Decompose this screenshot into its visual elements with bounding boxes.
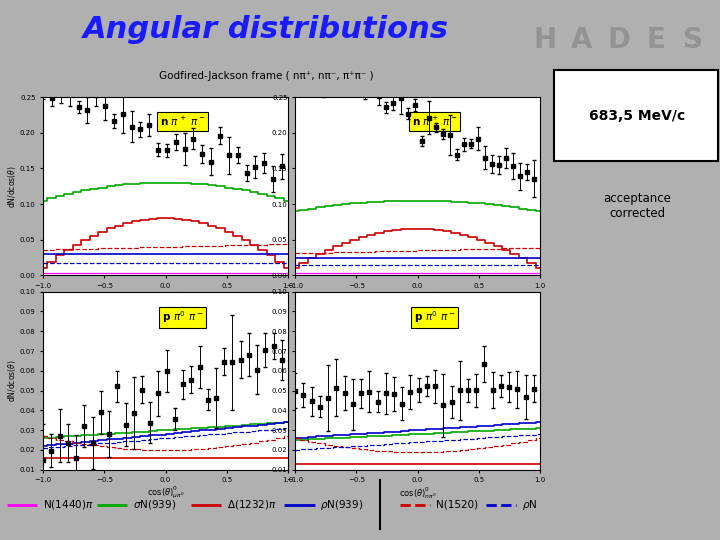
X-axis label: $\cos(\theta)_{t}^{\pi^+}$: $\cos(\theta)_{t}^{\pi^+}$ xyxy=(400,291,436,306)
Text: $\rho$N: $\rho$N xyxy=(522,498,537,512)
Text: Godfired-Jackson frame ( nπ⁺, nπ⁻, π⁺π⁻ ): Godfired-Jackson frame ( nπ⁺, nπ⁻, π⁺π⁻ … xyxy=(159,71,374,80)
Text: H: H xyxy=(534,26,557,55)
Text: $\rho$N(939): $\rho$N(939) xyxy=(320,498,364,512)
Text: p $\pi^0$ $\pi^-$: p $\pi^0$ $\pi^-$ xyxy=(162,309,204,325)
Text: n $\pi^+$ $\pi^-$: n $\pi^+$ $\pi^-$ xyxy=(160,115,206,128)
Text: A: A xyxy=(571,26,593,55)
Text: S: S xyxy=(683,26,703,55)
Y-axis label: dN/dcos($\theta$): dN/dcos($\theta$) xyxy=(6,359,19,402)
Text: N(1440)$\pi$: N(1440)$\pi$ xyxy=(43,498,94,511)
Text: $\sigma$N(939): $\sigma$N(939) xyxy=(133,498,176,511)
Text: Angular distributions: Angular distributions xyxy=(84,15,449,44)
Text: E: E xyxy=(647,26,665,55)
Text: D: D xyxy=(608,26,631,55)
Text: n $\pi^+$ $\pi^-$: n $\pi^+$ $\pi^-$ xyxy=(412,115,458,128)
X-axis label: $\cos(\theta)_{n\pi^0}^{0}$: $\cos(\theta)_{n\pi^0}^{0}$ xyxy=(399,485,436,501)
X-axis label: $\cos(\theta)_{\mu\pi^0}^{0}$: $\cos(\theta)_{\mu\pi^0}^{0}$ xyxy=(147,485,184,501)
Y-axis label: dN/dcos($\theta$): dN/dcos($\theta$) xyxy=(6,165,19,208)
Text: N(1520): N(1520) xyxy=(436,500,478,510)
Text: 683,5 MeV/c: 683,5 MeV/c xyxy=(589,109,685,123)
FancyBboxPatch shape xyxy=(554,70,719,161)
Text: $\Delta$(1232)$\pi$: $\Delta$(1232)$\pi$ xyxy=(227,498,276,511)
X-axis label: $\cos(\theta)_{n\pi^+}^{\pi^+}$: $\cos(\theta)_{n\pi^+}^{\pi^+}$ xyxy=(146,291,185,306)
Text: p $\pi^0$ $\pi^-$: p $\pi^0$ $\pi^-$ xyxy=(414,309,456,325)
Text: acceptance
corrected: acceptance corrected xyxy=(603,192,671,220)
